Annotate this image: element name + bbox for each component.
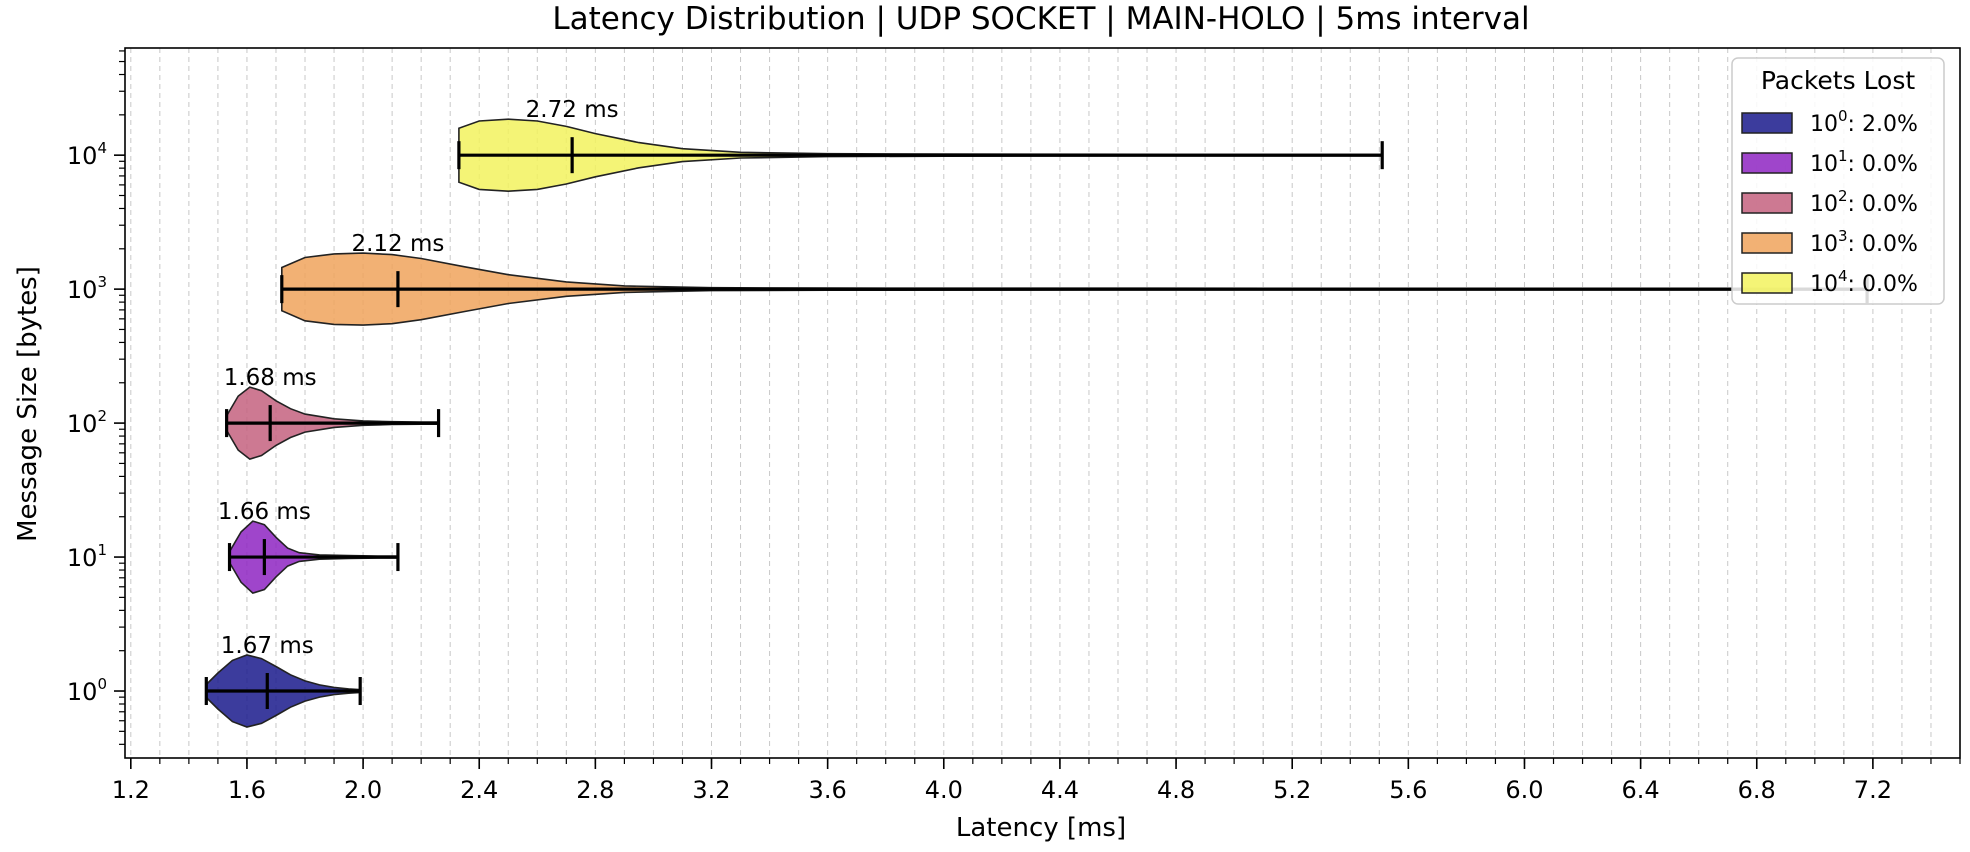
mean-label: 1.67 ms <box>221 633 314 659</box>
legend-title: Packets Lost <box>1761 66 1916 95</box>
legend: Packets Lost 100: 2.0% 101: 0.0% 102: 0.0%… <box>1731 57 1945 305</box>
legend-entry: 100: 2.0% <box>1810 107 1918 137</box>
x-tick-label: 5.6 <box>1389 776 1427 804</box>
x-tick-label: 5.2 <box>1273 776 1311 804</box>
y-tick-label: 104 <box>67 139 107 170</box>
x-tick-label: 6.8 <box>1738 776 1776 804</box>
y-axis-ticks: 100 101 102 103 104 <box>67 50 125 745</box>
y-tick-label: 100 <box>67 675 107 706</box>
mean-label: 1.68 ms <box>224 365 317 391</box>
y-tick-label: 101 <box>67 541 107 572</box>
legend-entries: 100: 2.0% 101: 0.0% 102: 0.0% 103: 0.0% 104:… <box>1741 107 1918 297</box>
legend-swatch <box>1741 272 1793 294</box>
x-axis-label: Latency [ms] <box>956 813 1126 843</box>
legend-swatch <box>1741 232 1793 254</box>
legend-entry: 102: 0.0% <box>1810 187 1918 217</box>
x-tick-label: 6.4 <box>1622 776 1660 804</box>
x-axis-ticks: 1.2 1.6 2.0 2.4 2.8 3.2 3.6 4.0 4.4 4.8 5.2 5.6 6.0 6… <box>112 758 1961 804</box>
x-tick-label: 4.4 <box>1041 776 1079 804</box>
x-tick-label: 4.0 <box>925 776 963 804</box>
x-tick-label: 1.6 <box>228 776 266 804</box>
x-tick-label: 7.2 <box>1854 776 1892 804</box>
x-tick-label: 2.4 <box>460 776 498 804</box>
x-tick-label: 1.2 <box>112 776 150 804</box>
whiskers <box>204 137 1869 710</box>
chart-title: Latency Distribution | UDP SOCKET | MAIN… <box>552 1 1529 37</box>
legend-swatch <box>1741 152 1793 174</box>
legend-swatch <box>1741 192 1793 214</box>
plot-frame <box>124 47 1961 759</box>
y-tick-label: 102 <box>67 407 107 438</box>
x-tick-label: 4.8 <box>1157 776 1195 804</box>
x-tick-label: 6.0 <box>1505 776 1543 804</box>
mean-labels: 1.67 ms 1.66 ms 1.68 ms 2.12 ms 2.72 ms <box>218 97 619 659</box>
x-tick-label: 3.2 <box>692 776 730 804</box>
legend-entry: 101: 0.0% <box>1810 147 1918 177</box>
x-tick-label: 2.0 <box>344 776 382 804</box>
x-tick-label: 2.8 <box>576 776 614 804</box>
legend-entry: 103: 0.0% <box>1810 227 1918 257</box>
violins <box>205 118 1868 728</box>
y-axis-label: Message Size [bytes] <box>13 266 43 542</box>
x-tick-label: 3.6 <box>809 776 847 804</box>
mean-label: 2.72 ms <box>526 97 619 123</box>
mean-label: 2.12 ms <box>351 231 444 257</box>
legend-swatch <box>1741 112 1793 134</box>
y-tick-label: 103 <box>67 273 107 304</box>
mean-label: 1.66 ms <box>218 499 311 525</box>
legend-entry: 104: 0.0% <box>1810 267 1918 297</box>
